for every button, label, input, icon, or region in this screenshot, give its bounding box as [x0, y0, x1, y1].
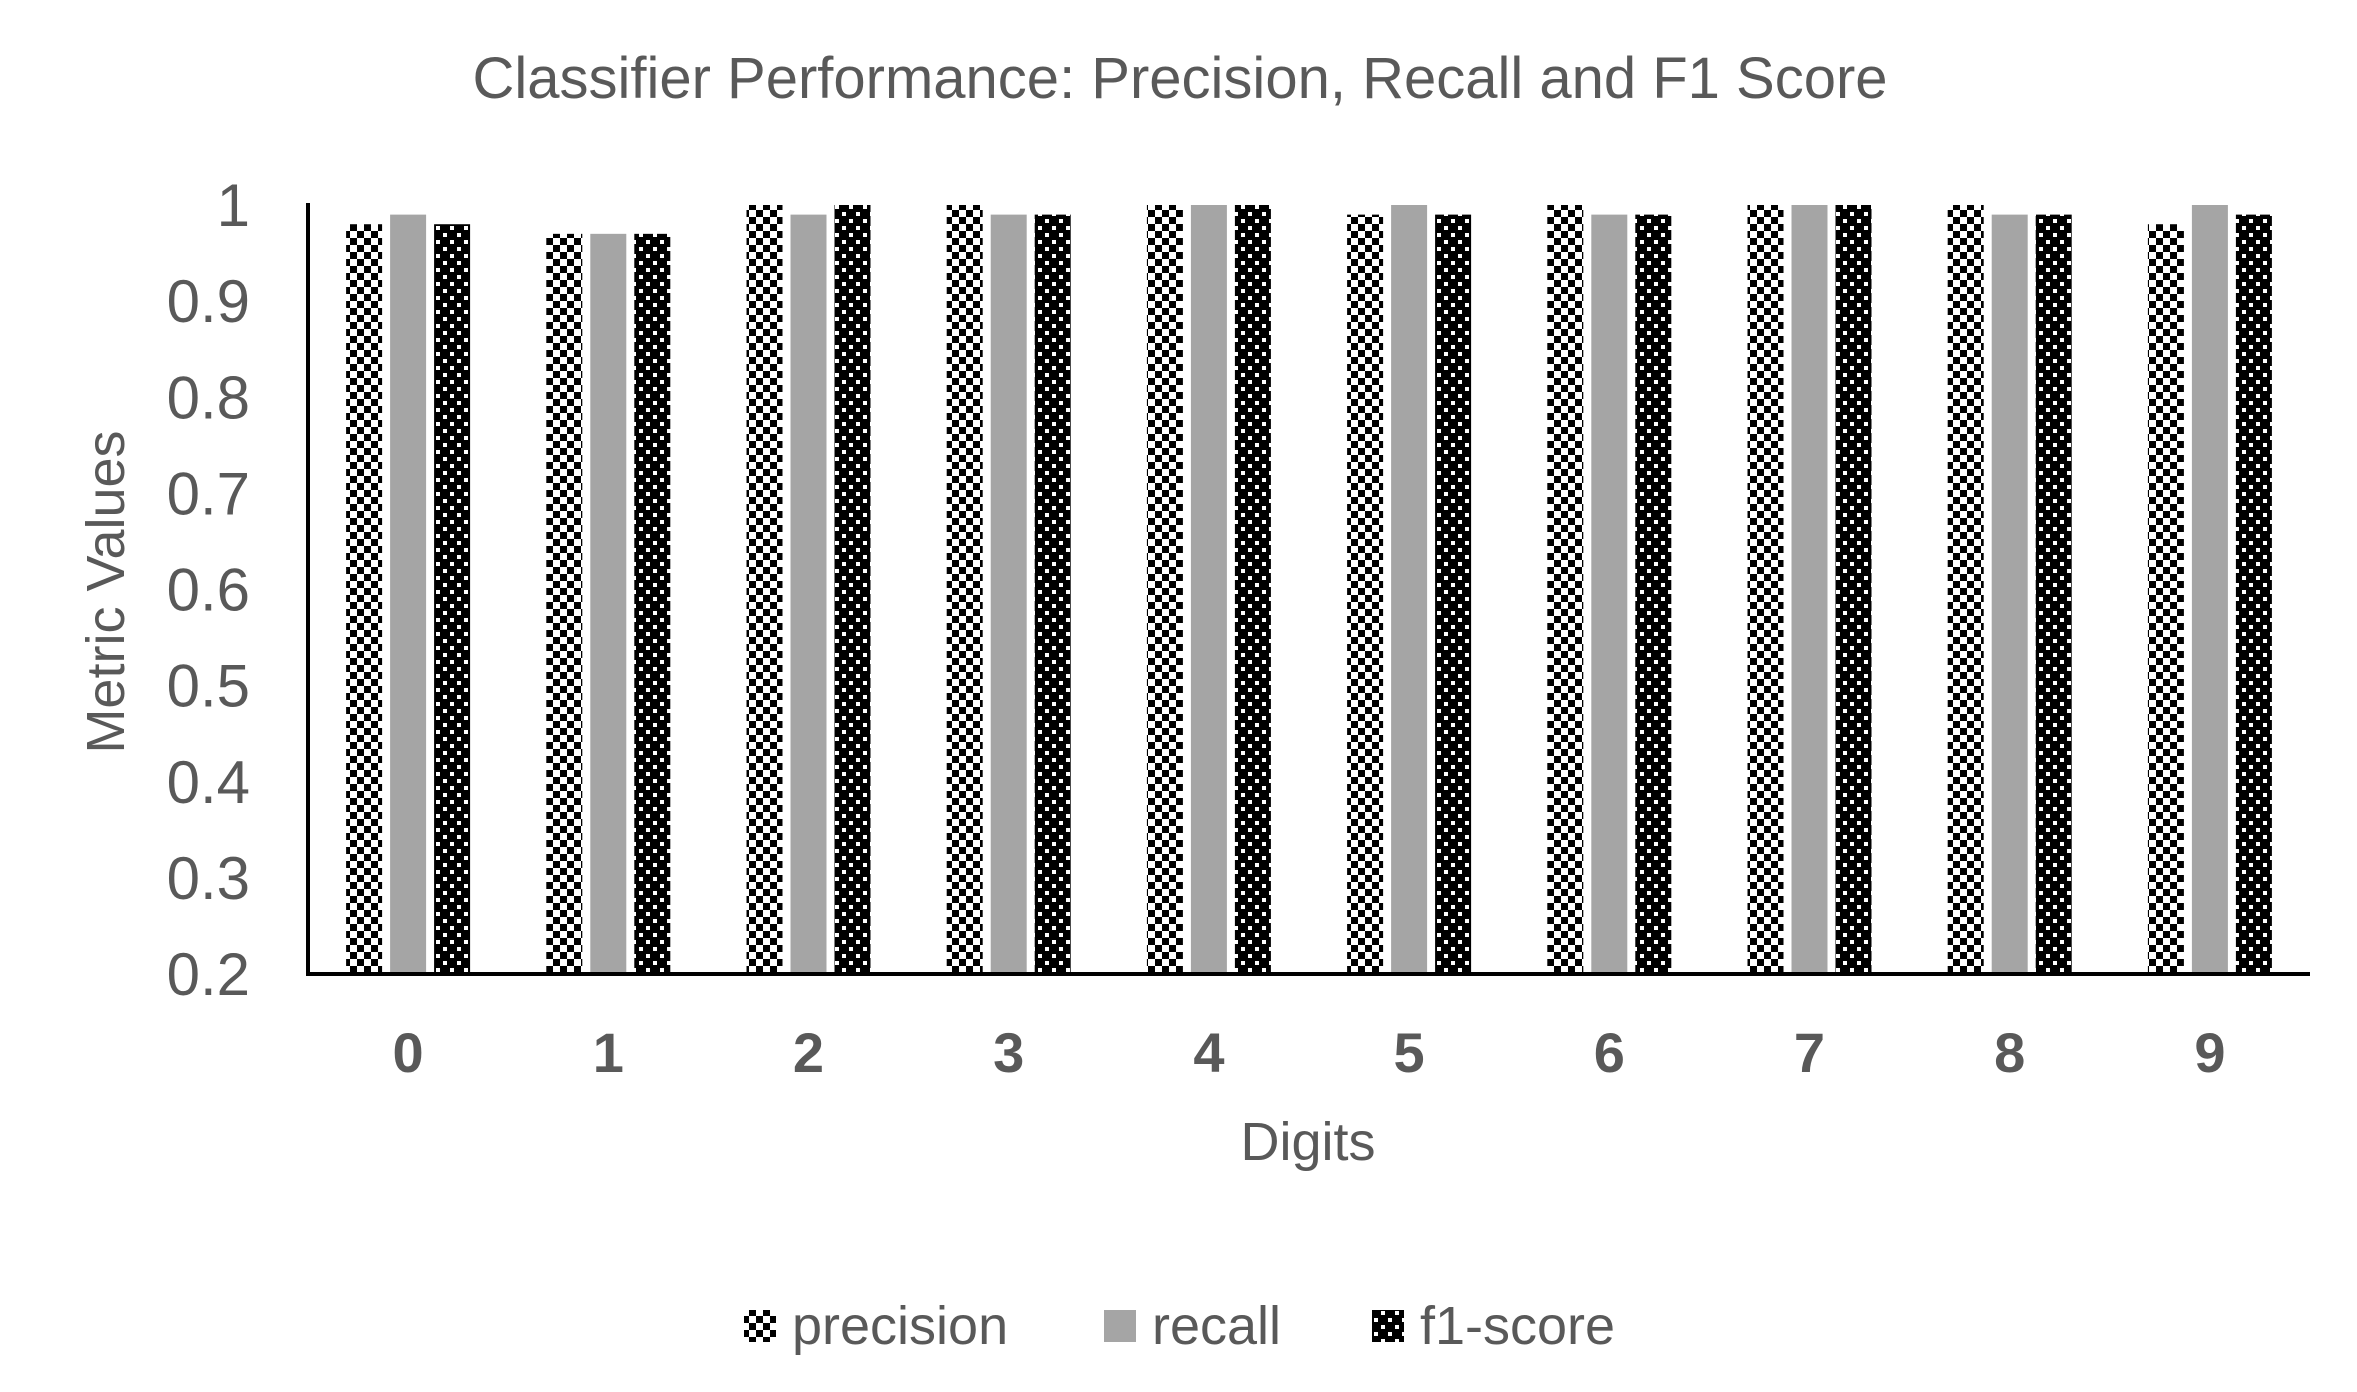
y-tick-label: 1: [217, 172, 250, 239]
bar-f1-score-0: [434, 224, 471, 975]
bar-precision-3: [946, 205, 983, 974]
bar-group-4: [1146, 205, 1271, 974]
x-tick-label: 4: [1193, 1021, 1224, 1084]
legend-item-precision: precision: [744, 1296, 1008, 1356]
bar-group-1: [546, 233, 671, 974]
bar-f1-score-7: [1835, 205, 1872, 974]
bar-recall-8: [1991, 214, 2028, 975]
bar-recall-5: [1391, 205, 1428, 974]
x-tick-label: 9: [2194, 1021, 2225, 1084]
bar-f1-score-8: [2035, 214, 2072, 975]
bar-recall-3: [990, 214, 1027, 975]
legend-label: recall: [1152, 1296, 1281, 1356]
bar-group-5: [1347, 205, 1472, 975]
x-tick-label: 6: [1594, 1021, 1625, 1084]
x-tick-label: 7: [1794, 1021, 1825, 1084]
y-tick-labels: 0.2 0.3 0.4 0.5 0.6 0.7 0.8 0.9 1: [167, 172, 250, 1008]
chart-title: Classifier Performance: Precision, Recal…: [472, 46, 1887, 111]
y-tick-label: 0.7: [167, 460, 250, 527]
bar-precision-0: [346, 224, 383, 975]
bar-precision-8: [1947, 205, 1984, 974]
x-tick-label: 5: [1394, 1021, 1425, 1084]
bar-recall-0: [390, 214, 427, 975]
bar-precision-2: [746, 205, 783, 974]
bar-recall-4: [1190, 205, 1227, 974]
bar-groups: [346, 205, 2272, 975]
bar-group-0: [346, 214, 471, 975]
bar-precision-1: [546, 233, 583, 974]
legend-swatch: [1104, 1310, 1136, 1342]
bar-group-8: [1947, 205, 2072, 975]
bar-f1-score-9: [2235, 214, 2272, 975]
bar-group-7: [1747, 205, 1872, 974]
bar-precision-5: [1347, 214, 1384, 975]
bar-f1-score-2: [834, 205, 871, 974]
y-tick-label: 0.6: [167, 557, 250, 624]
bar-precision-6: [1547, 205, 1584, 974]
bar-precision-7: [1747, 205, 1784, 974]
legend: precision recall f1-score: [744, 1296, 1615, 1356]
bar-f1-score-4: [1234, 205, 1271, 974]
bar-recall-7: [1791, 205, 1828, 974]
legend-label: f1-score: [1420, 1296, 1615, 1356]
bar-group-9: [2147, 205, 2272, 975]
bar-f1-score-5: [1435, 214, 1472, 975]
bar-precision-4: [1146, 205, 1183, 974]
y-tick-label: 0.9: [167, 268, 250, 335]
x-tick-labels: 0 1 2 3 4 5 6 7 8 9: [393, 1021, 2226, 1084]
legend-item-f1-score: f1-score: [1372, 1296, 1615, 1356]
bar-f1-score-1: [634, 233, 671, 974]
x-tick-label: 0: [393, 1021, 424, 1084]
y-tick-label: 0.8: [167, 364, 250, 431]
bar-recall-9: [2191, 205, 2228, 974]
bar-group-2: [746, 205, 871, 975]
x-tick-label: 3: [993, 1021, 1024, 1084]
y-tick-label: 0.5: [167, 653, 250, 720]
y-tick-label: 0.2: [167, 941, 250, 1008]
x-tick-label: 8: [1994, 1021, 2025, 1084]
x-tick-label: 1: [593, 1021, 624, 1084]
x-axis-title: Digits: [1240, 1112, 1375, 1172]
y-tick-label: 0.4: [167, 749, 250, 816]
legend-swatch: [744, 1310, 776, 1342]
legend-label: precision: [792, 1296, 1008, 1356]
bar-group-3: [946, 205, 1071, 975]
legend-item-recall: recall: [1104, 1296, 1281, 1356]
y-axis-title: Metric Values: [76, 430, 136, 753]
bar-group-6: [1547, 205, 1672, 975]
x-tick-label: 2: [793, 1021, 824, 1084]
y-tick-label: 0.3: [167, 845, 250, 912]
bar-f1-score-6: [1635, 214, 1672, 975]
legend-swatch: [1372, 1310, 1404, 1342]
bar-recall-1: [590, 233, 627, 974]
bar-recall-6: [1591, 214, 1628, 975]
bar-f1-score-3: [1034, 214, 1071, 975]
bar-precision-9: [2147, 224, 2184, 975]
bar-recall-2: [790, 214, 827, 975]
